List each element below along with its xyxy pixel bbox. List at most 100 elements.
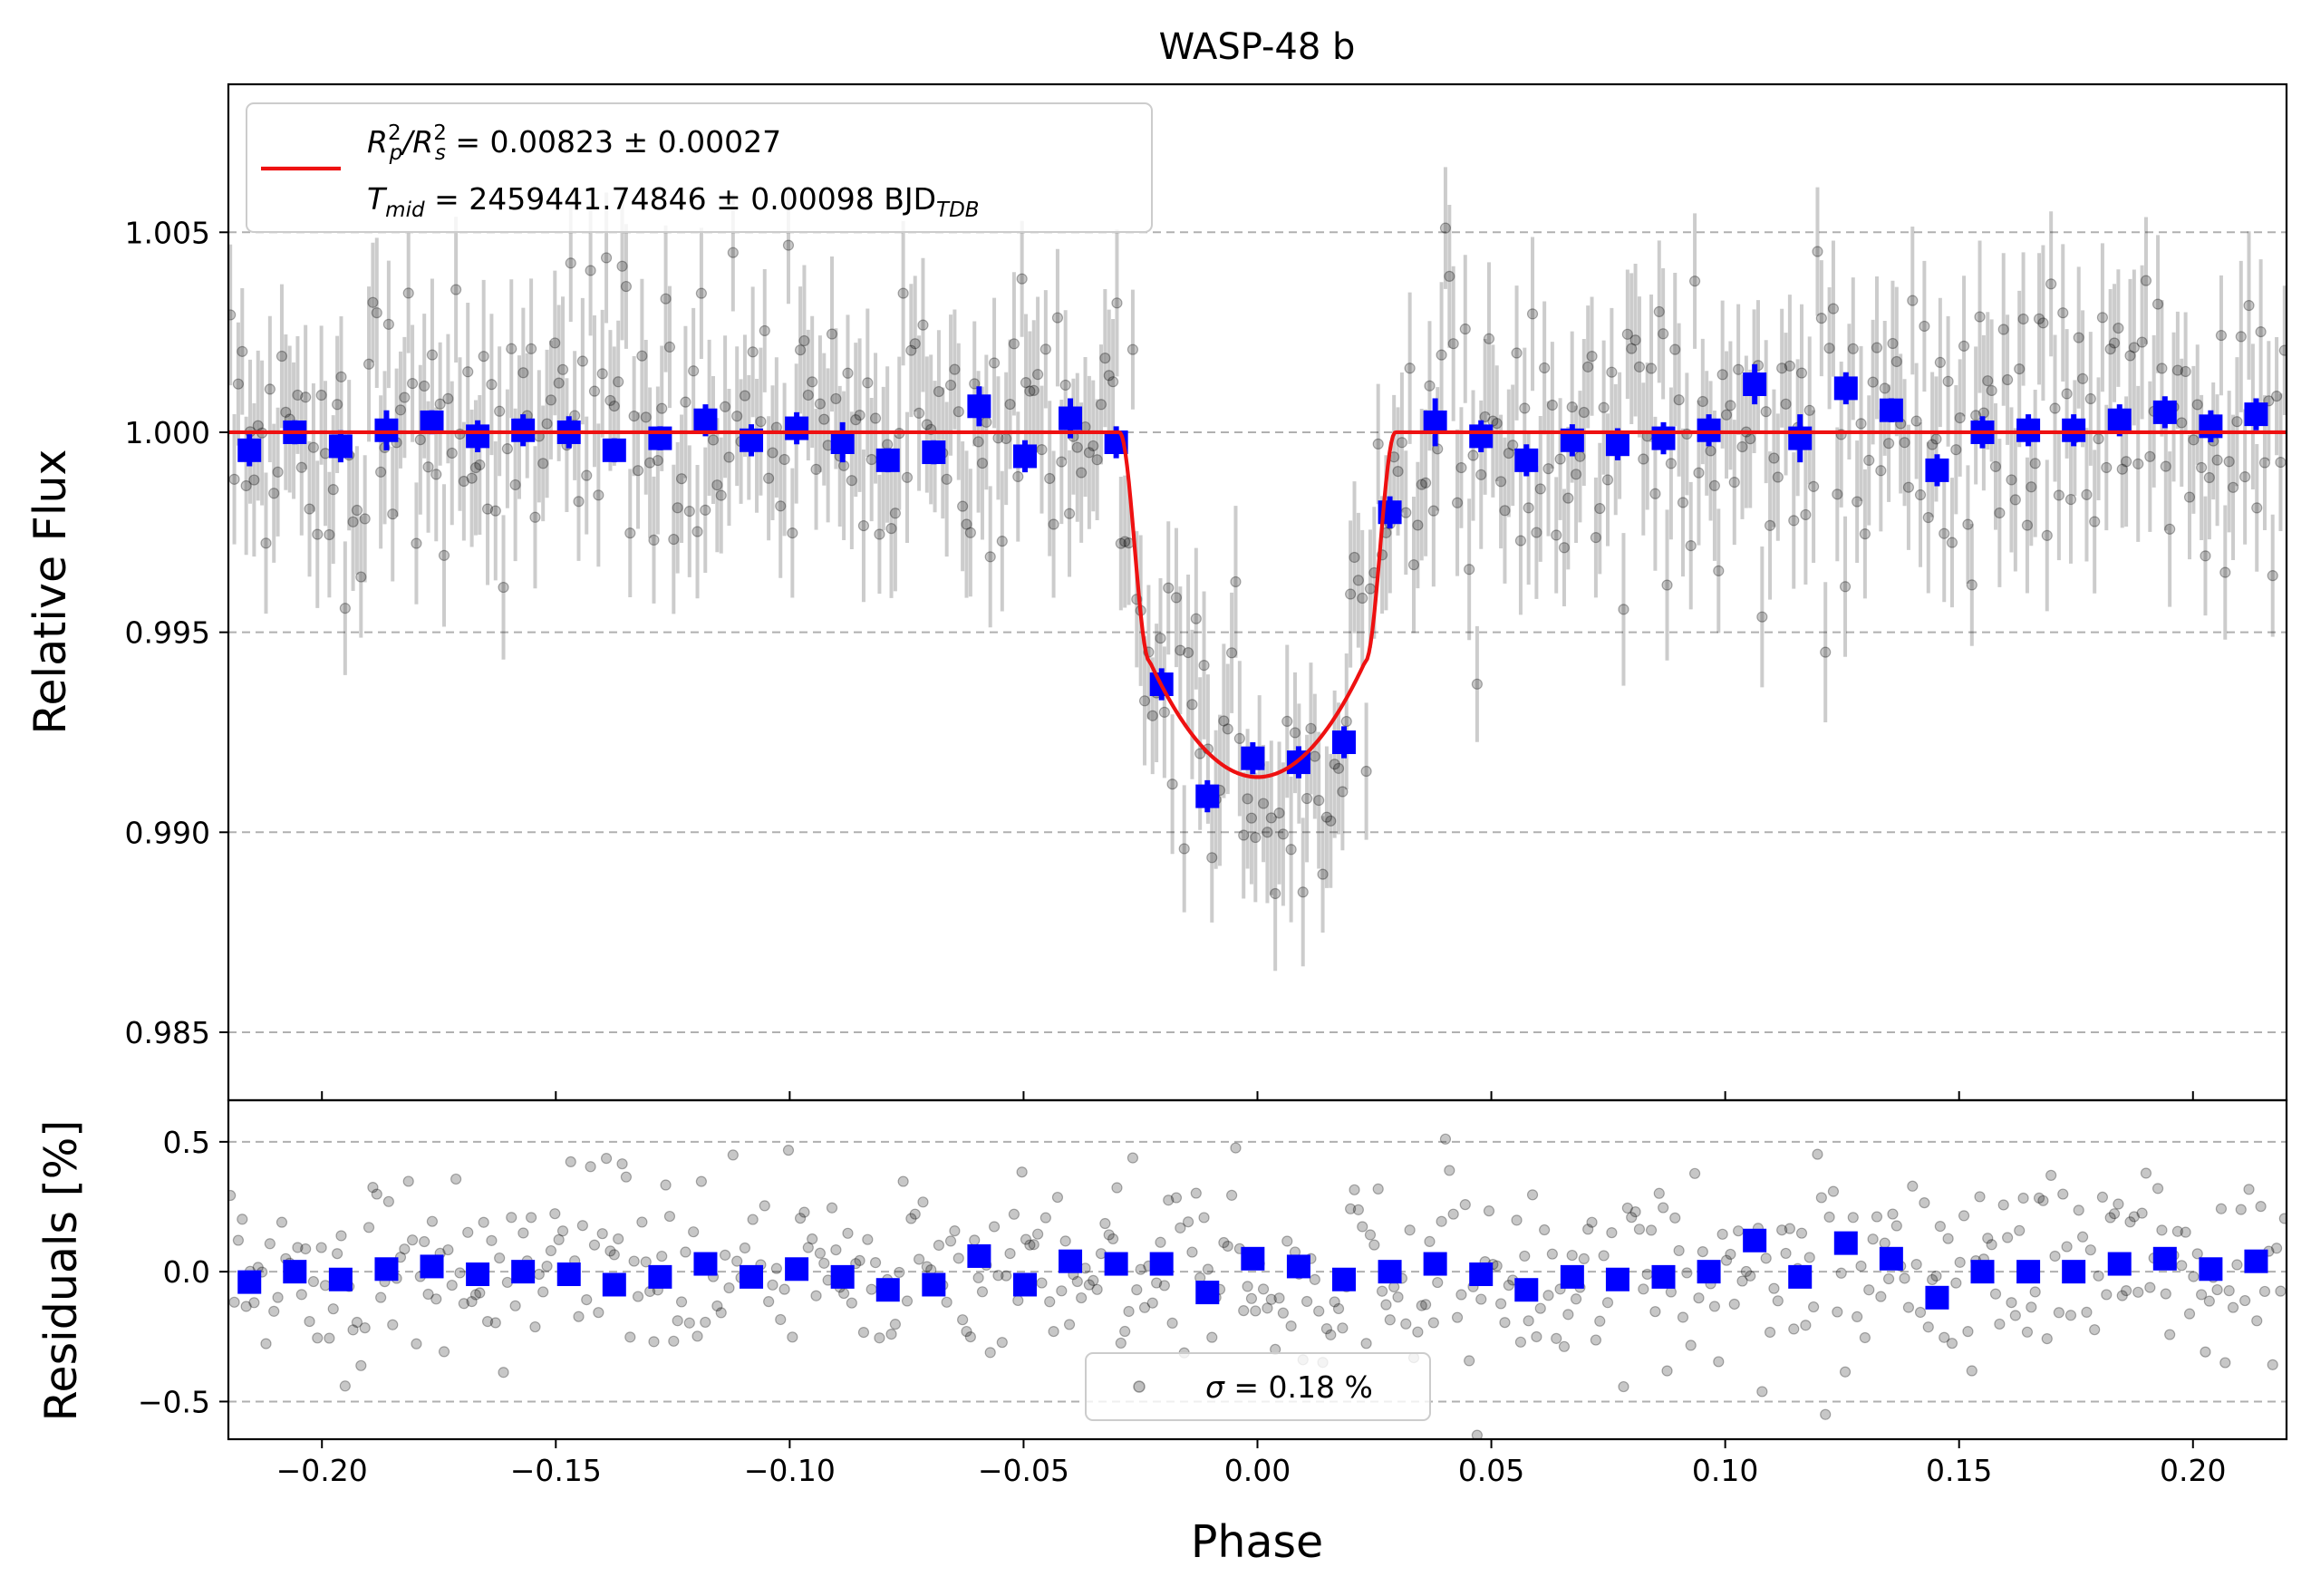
raw-residual-point [1028, 1239, 1039, 1251]
binned-point [511, 418, 536, 442]
raw-point [964, 527, 976, 538]
raw-residual-point [905, 1213, 917, 1224]
raw-residual-point [1464, 1355, 1475, 1367]
raw-point [921, 419, 933, 430]
raw-residual-point [1638, 1283, 1649, 1295]
raw-residual-point [1803, 1252, 1815, 1263]
raw-residual-point [1155, 1236, 1166, 1248]
binned-residual-point [1012, 1272, 1037, 1297]
raw-residual-point [1432, 1276, 1444, 1289]
raw-residual-point [767, 1279, 778, 1291]
raw-residual-point [1262, 1302, 1273, 1314]
raw-residual-point [2101, 1289, 2113, 1301]
raw-residual-point [1526, 1189, 1539, 1201]
binned-residual-point [1059, 1249, 1083, 1273]
raw-residual-point [1345, 1203, 1357, 1214]
raw-point [882, 439, 894, 450]
raw-point [1471, 678, 1483, 690]
raw-residual-point [2258, 1285, 2271, 1298]
raw-point [988, 357, 1001, 369]
raw-residual-point [426, 1215, 439, 1227]
raw-residual-point [1238, 1305, 1250, 1317]
raw-point [304, 503, 315, 515]
raw-point [952, 406, 964, 418]
raw-point [2235, 331, 2247, 343]
raw-point [640, 411, 652, 423]
raw-residual-point [1245, 1292, 1258, 1304]
raw-point [2255, 326, 2267, 338]
raw-point [537, 458, 549, 469]
raw-point [1645, 363, 1658, 374]
raw-residual-point [2096, 1191, 2109, 1204]
raw-point [1297, 886, 1309, 898]
raw-point [232, 378, 245, 390]
raw-residual-point [1349, 1184, 1360, 1195]
raw-point [1008, 338, 1020, 350]
raw-point [901, 471, 914, 483]
raw-point [869, 412, 882, 424]
raw-point [478, 351, 489, 363]
raw-point [1083, 447, 1095, 459]
binned-residual-point [602, 1272, 626, 1297]
raw-point [1103, 370, 1115, 382]
raw-point [414, 434, 426, 446]
raw-residual-point [1044, 1296, 1056, 1308]
raw-residual-point [1768, 1282, 1780, 1294]
raw-residual-point [1645, 1224, 1658, 1236]
raw-point [1071, 441, 1083, 453]
raw-residual-point [276, 1216, 288, 1228]
bottom-ytick-label: −0.5 [138, 1384, 210, 1419]
raw-point [1332, 762, 1345, 774]
raw-residual-point [1598, 1250, 1610, 1262]
raw-residual-point [2041, 1333, 2053, 1345]
raw-point [668, 533, 680, 546]
raw-residual-point [1745, 1270, 1756, 1282]
raw-residual-point [419, 1235, 430, 1248]
raw-point [1166, 779, 1178, 790]
raw-residual-point [763, 1296, 775, 1308]
raw-point [1887, 337, 1899, 350]
raw-residual-point [600, 1153, 613, 1165]
binned-residual-point [1286, 1254, 1310, 1279]
raw-point [842, 367, 854, 379]
raw-point [237, 345, 248, 357]
raw-point [1107, 376, 1119, 388]
raw-point [434, 398, 446, 410]
raw-residual-point [1447, 1208, 1459, 1220]
binned-residual-point [922, 1272, 946, 1297]
raw-point [1337, 786, 1349, 798]
raw-residual-point [2108, 1208, 2121, 1220]
binned-residual-point [1833, 1231, 1858, 1255]
raw-point [2014, 363, 2026, 375]
raw-residual-point [382, 1195, 394, 1207]
raw-residual-point [237, 1214, 248, 1225]
binned-point [1012, 444, 1037, 469]
raw-residual-point [446, 1279, 458, 1291]
raw-residual-point [1820, 1408, 1832, 1420]
raw-point [446, 447, 458, 459]
raw-point [897, 287, 909, 299]
raw-point [1262, 827, 1273, 838]
raw-residual-point [616, 1158, 628, 1170]
raw-residual-point [1218, 1236, 1230, 1249]
raw-residual-point [2239, 1294, 2251, 1307]
raw-point [1542, 463, 1554, 475]
raw-point [272, 466, 284, 478]
raw-residual-point [1368, 1239, 1380, 1251]
raw-point [363, 358, 375, 370]
binned-residual-point [1697, 1260, 1721, 1284]
raw-residual-point [2231, 1259, 2243, 1271]
raw-point [573, 496, 585, 508]
raw-point [663, 341, 676, 353]
raw-residual-point [1772, 1295, 1784, 1307]
raw-point [1230, 576, 1242, 588]
raw-residual-point [1570, 1293, 1582, 1305]
raw-point [695, 287, 707, 299]
binned-residual-point [1149, 1252, 1174, 1276]
raw-residual-point [1427, 1317, 1439, 1329]
raw-residual-point [949, 1225, 961, 1237]
raw-residual-point [501, 1276, 513, 1289]
binned-point [1788, 426, 1813, 450]
raw-point [885, 523, 897, 535]
